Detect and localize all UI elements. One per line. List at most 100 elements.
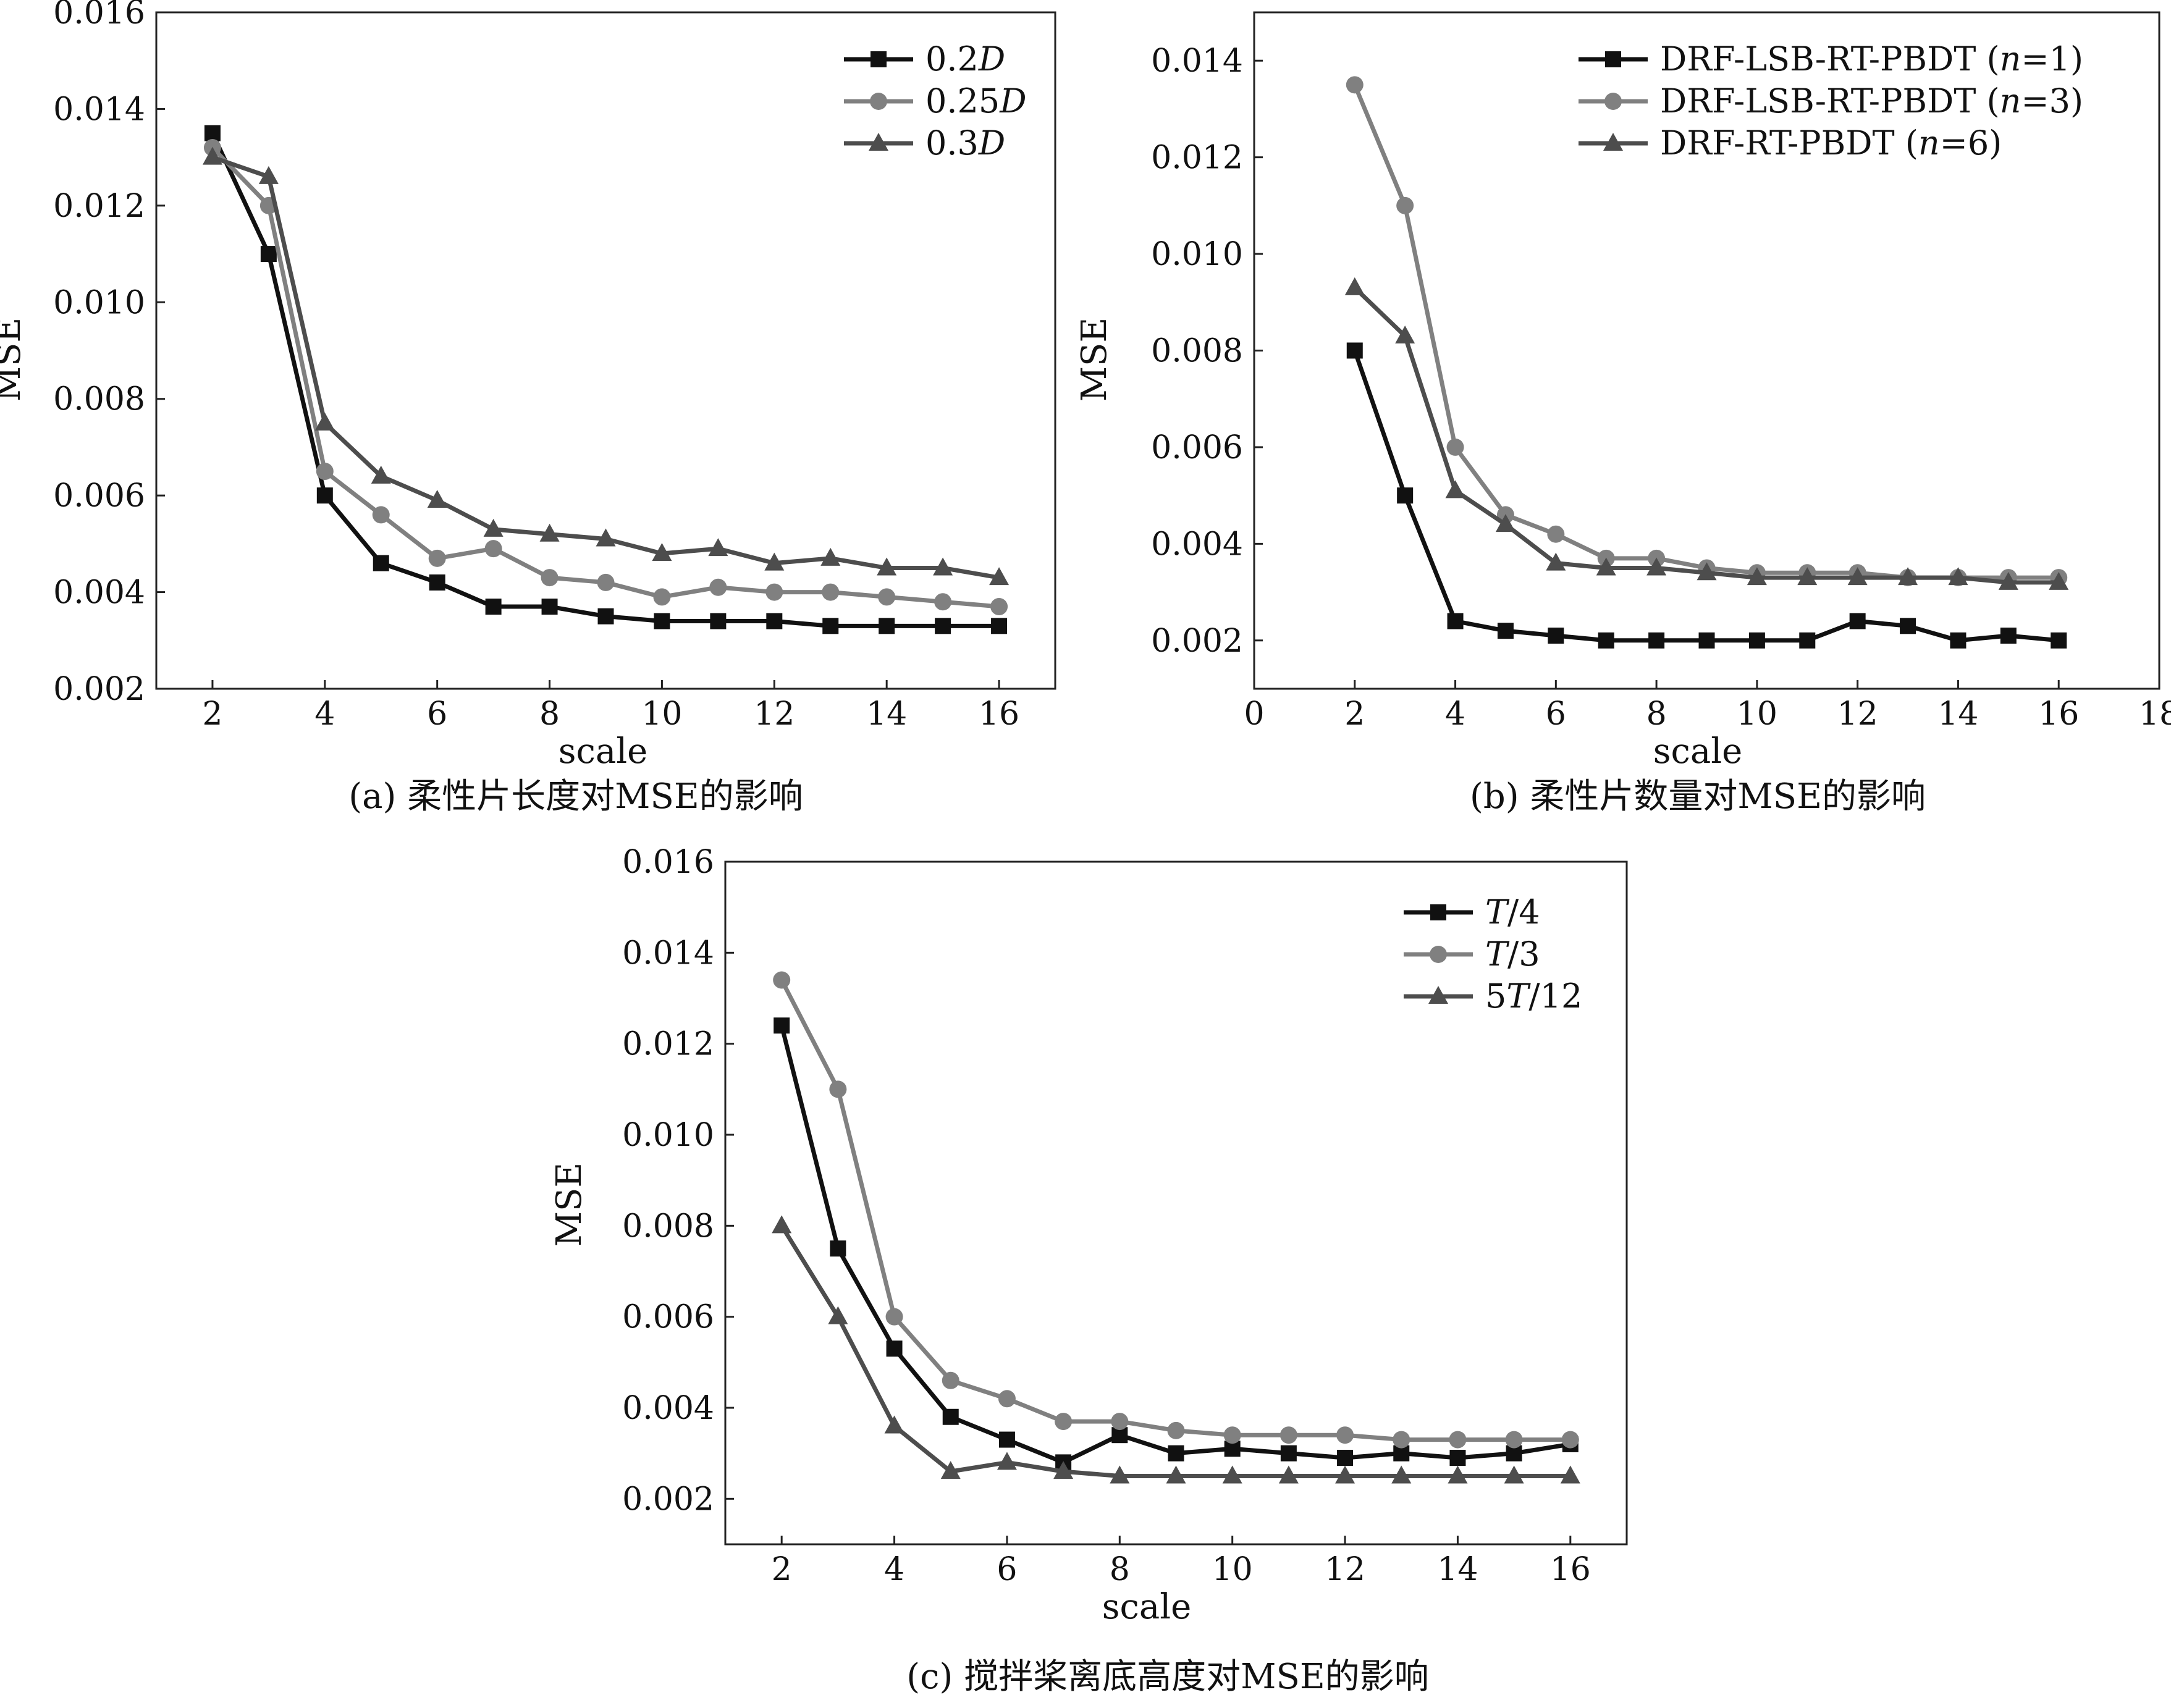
chart-c-y-tick-label: 0.008 bbox=[622, 1208, 714, 1245]
chart-c-series-1-point bbox=[1168, 1445, 1184, 1462]
chart-c-series-1-point bbox=[830, 1240, 846, 1257]
chart-a-series-1-point bbox=[991, 618, 1008, 634]
chart-c-legend-swatch-marker bbox=[1430, 904, 1446, 920]
chart-b-series-3-point bbox=[1998, 571, 2018, 590]
chart-b-y-axis-label: MSE bbox=[1074, 318, 1115, 402]
chart-c-series-3-point bbox=[1391, 1465, 1412, 1484]
chart-b-series-1-point bbox=[1346, 342, 1363, 359]
chart-a-plot-frame bbox=[155, 11, 1056, 690]
chart-b-x-tick-label: 4 bbox=[1445, 696, 1465, 733]
chart-a-y-tick-label: 0.002 bbox=[53, 671, 145, 708]
chart-c-y-tick-label: 0.012 bbox=[622, 1026, 714, 1063]
chart-c-legend-swatch-marker bbox=[1430, 946, 1447, 963]
chart-b-series-1-point bbox=[1698, 632, 1715, 649]
chart-b-series-2-point bbox=[1547, 525, 1565, 543]
chart-b-series-1-point bbox=[2051, 632, 2067, 649]
chart-a-series-1-point bbox=[541, 599, 558, 615]
chart-a-series-2-point bbox=[822, 583, 840, 601]
chart-a-x-axis-label: scale bbox=[559, 731, 648, 772]
chart-a-series-3-point bbox=[933, 557, 953, 576]
chart-a-series-2-point bbox=[990, 598, 1008, 616]
chart-c-x-tick-label: 10 bbox=[1212, 1551, 1253, 1588]
chart-c-legend: T/4T/35T/12 bbox=[1404, 893, 1582, 1016]
chart-c-series-2-point bbox=[942, 1371, 959, 1389]
chart-a-series-3-point bbox=[877, 557, 897, 576]
chart-b-series-1-point bbox=[2000, 627, 2017, 644]
chart-c-series-2-point bbox=[1279, 1426, 1297, 1444]
chart-b-y-tick-label: 0.006 bbox=[1151, 429, 1243, 466]
chart-c-series-2-point bbox=[1449, 1431, 1467, 1449]
chart-c-x-tick-label: 6 bbox=[997, 1551, 1017, 1588]
chart-b-series-1-point bbox=[1397, 487, 1414, 504]
chart-b-series-1-point bbox=[1548, 627, 1564, 644]
chart-b-series-1-point bbox=[1849, 613, 1866, 629]
chart-b-series-2-point bbox=[1396, 196, 1414, 214]
chart-a-series-3-point bbox=[652, 543, 672, 561]
chart-c-series-2-point bbox=[1111, 1413, 1129, 1431]
chart-a-series-2-point bbox=[765, 583, 783, 601]
chart-b-series-3-point bbox=[1646, 557, 1667, 576]
chart-a-y-tick-label: 0.014 bbox=[53, 91, 145, 128]
chart-a: 2 4 6 8 10 12 14 16 0.002 0.004 0.006 0.008 0.010 0.0… bbox=[0, 0, 1056, 817]
chart-a-y-tick-label: 0.004 bbox=[53, 574, 145, 612]
chart-c-series-2-point bbox=[998, 1390, 1016, 1408]
chart-b-series-1-point bbox=[1497, 623, 1514, 639]
chart-a-caption: (a) 柔性片长度对MSE的影响 bbox=[348, 776, 803, 817]
chart-a-y-tick-label: 0.012 bbox=[53, 188, 145, 225]
chart-a-x-tick-label: 2 bbox=[202, 696, 222, 733]
chart-b-series-1-point bbox=[1648, 632, 1665, 649]
chart-c-series-3-point bbox=[997, 1452, 1017, 1470]
chart-b-series-3-point bbox=[1747, 567, 1767, 586]
chart-a-series-2 bbox=[203, 139, 1008, 616]
chart-c-y-tick-label: 0.014 bbox=[622, 935, 714, 972]
chart-b-series-2-point bbox=[1346, 76, 1364, 94]
chart-a-series-2-point bbox=[428, 549, 446, 567]
chart-c-x-axis-label: scale bbox=[1102, 1587, 1192, 1627]
chart-a-legend: 0.2D 0.25D 0.3D bbox=[844, 40, 1027, 162]
chart-a-series-1-point bbox=[204, 125, 221, 141]
chart-a-x-tick-label: 4 bbox=[314, 696, 335, 733]
chart-c-y-tick-label: 0.006 bbox=[622, 1299, 714, 1336]
chart-c-series-3 bbox=[772, 1215, 1580, 1484]
chart-c-legend-entry: 5T/12 bbox=[1485, 977, 1582, 1016]
chart-c-series-1-point bbox=[774, 1017, 790, 1034]
chart-b-series-1-point bbox=[1799, 632, 1816, 649]
chart-a-series-1-point bbox=[316, 487, 333, 504]
chart-b-series-3-point bbox=[1797, 567, 1818, 586]
chart-c-series-2-point bbox=[1055, 1413, 1073, 1431]
chart-a-series-1 bbox=[204, 125, 1008, 634]
chart-a-series-1-point bbox=[710, 613, 727, 629]
chart-c-series-1 bbox=[774, 1017, 1579, 1471]
chart-b-series-3-point bbox=[1948, 567, 1968, 586]
chart-b-legend-entry: DRF-RT-PBDT (n=6) bbox=[1660, 124, 2002, 162]
chart-b-x-tick-label: 8 bbox=[1646, 696, 1667, 733]
chart-c-series-2-point bbox=[773, 971, 791, 989]
chart-a-series-3-point bbox=[202, 146, 222, 165]
chart-a-series-3-point bbox=[820, 547, 841, 566]
chart-a-legend-entry: 0.3D bbox=[925, 124, 1005, 162]
chart-b-series-3-point bbox=[1546, 552, 1566, 571]
chart-b-legend-swatch-marker bbox=[1605, 51, 1621, 67]
chart-b-x-axis-label: scale bbox=[1653, 731, 1743, 772]
chart-a-legend-entry: 0.25D bbox=[925, 82, 1027, 120]
chart-c-series-1-point bbox=[942, 1408, 959, 1425]
chart-a-series-3-point bbox=[708, 538, 728, 557]
chart-c-legend-swatch-marker bbox=[1428, 986, 1448, 1004]
chart-c-y-tick-label: 0.016 bbox=[622, 844, 714, 881]
chart-b-y-tick-label: 0.002 bbox=[1151, 623, 1243, 660]
chart-a-series-3-point bbox=[258, 166, 279, 184]
chart-a-series-3-point bbox=[764, 552, 785, 571]
chart-c-series-1-point bbox=[1280, 1445, 1297, 1462]
chart-c-y-axis-label: MSE bbox=[549, 1163, 589, 1247]
chart-a-series-2-point bbox=[709, 578, 727, 596]
chart-a-series-2-point bbox=[372, 506, 390, 524]
chart-c-series-3-point bbox=[1504, 1465, 1524, 1484]
chart-a-legend-entry: 0.2D bbox=[925, 40, 1005, 78]
chart-c-series-3-point bbox=[940, 1461, 961, 1479]
chart-b-series-3-point bbox=[1344, 277, 1365, 295]
chart-a-series-1-point bbox=[654, 613, 670, 629]
chart-b-series-3-point bbox=[1847, 567, 1868, 586]
chart-b: 0 2 4 6 8 10 12 14 16 18 0.002 0.004 0.006 0.008 0.010… bbox=[1074, 11, 2171, 817]
chart-c-series-3-point bbox=[1110, 1465, 1130, 1484]
